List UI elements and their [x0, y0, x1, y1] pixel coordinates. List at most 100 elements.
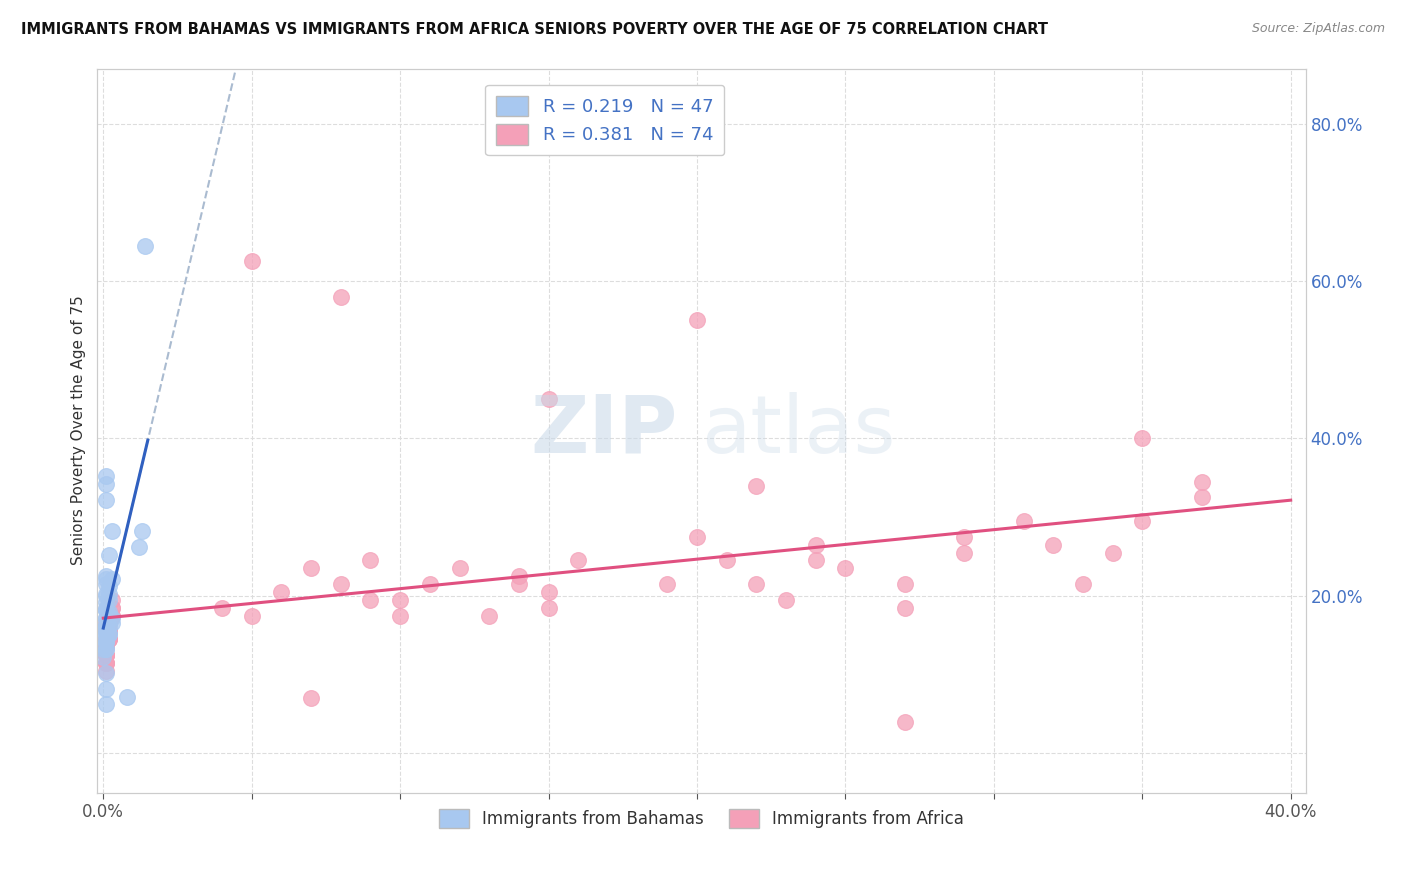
Point	[96, 616, 118, 631]
Point	[96, 642, 118, 657]
Point	[91, 642, 114, 657]
Point	[508, 577, 530, 591]
Point	[91, 624, 114, 639]
Point	[894, 600, 917, 615]
Point	[101, 524, 124, 539]
Point	[96, 595, 118, 609]
Point	[270, 585, 292, 599]
Point	[1130, 432, 1153, 446]
Point	[98, 624, 121, 639]
Point	[953, 530, 976, 544]
Point	[804, 538, 827, 552]
Point	[98, 587, 121, 601]
Point	[686, 313, 709, 327]
Point	[211, 600, 233, 615]
Point	[537, 600, 560, 615]
Point	[98, 548, 121, 562]
Point	[115, 690, 138, 704]
Point	[1012, 514, 1035, 528]
Point	[96, 492, 118, 507]
Point	[98, 619, 121, 633]
Point	[96, 469, 118, 483]
Point	[96, 611, 118, 625]
Point	[98, 608, 121, 623]
Point	[96, 642, 118, 657]
Point	[98, 616, 121, 631]
Point	[101, 616, 124, 631]
Point	[101, 600, 124, 615]
Point	[98, 608, 121, 623]
Point	[96, 619, 118, 633]
Point	[537, 585, 560, 599]
Point	[359, 592, 381, 607]
Text: atlas: atlas	[702, 392, 896, 469]
Point	[96, 640, 118, 654]
Point	[96, 600, 118, 615]
Point	[101, 592, 124, 607]
Point	[98, 608, 121, 623]
Point	[96, 648, 118, 662]
Point	[98, 616, 121, 631]
Point	[128, 540, 150, 554]
Point	[96, 603, 118, 617]
Point	[96, 634, 118, 648]
Text: Source: ZipAtlas.com: Source: ZipAtlas.com	[1251, 22, 1385, 36]
Point	[101, 608, 124, 623]
Point	[96, 572, 118, 586]
Point	[716, 553, 738, 567]
Point	[131, 524, 153, 539]
Point	[96, 698, 118, 712]
Point	[96, 656, 118, 670]
Point	[96, 603, 118, 617]
Point	[329, 577, 352, 591]
Point	[91, 619, 114, 633]
Point	[329, 290, 352, 304]
Point	[894, 577, 917, 591]
Point	[98, 616, 121, 631]
Point	[91, 650, 114, 665]
Point	[98, 605, 121, 619]
Point	[98, 624, 121, 639]
Point	[478, 608, 501, 623]
Point	[96, 619, 118, 633]
Point	[96, 626, 118, 640]
Point	[101, 608, 124, 623]
Point	[419, 577, 441, 591]
Point	[389, 592, 412, 607]
Point	[745, 478, 768, 492]
Text: ZIP: ZIP	[530, 392, 678, 469]
Point	[96, 648, 118, 662]
Point	[953, 545, 976, 559]
Point	[96, 664, 118, 678]
Point	[98, 624, 121, 639]
Point	[240, 608, 263, 623]
Point	[96, 656, 118, 670]
Point	[98, 579, 121, 593]
Point	[96, 648, 118, 662]
Point	[834, 561, 856, 575]
Point	[98, 624, 121, 639]
Legend: Immigrants from Bahamas, Immigrants from Africa: Immigrants from Bahamas, Immigrants from…	[432, 803, 970, 835]
Point	[96, 477, 118, 491]
Point	[101, 611, 124, 625]
Point	[240, 254, 263, 268]
Point	[1071, 577, 1094, 591]
Point	[96, 666, 118, 681]
Point	[96, 587, 118, 601]
Point	[96, 624, 118, 639]
Point	[96, 611, 118, 625]
Point	[96, 632, 118, 647]
Text: IMMIGRANTS FROM BAHAMAS VS IMMIGRANTS FROM AFRICA SENIORS POVERTY OVER THE AGE O: IMMIGRANTS FROM BAHAMAS VS IMMIGRANTS FR…	[21, 22, 1047, 37]
Point	[96, 656, 118, 670]
Point	[894, 714, 917, 729]
Point	[1042, 538, 1064, 552]
Point	[96, 640, 118, 654]
Point	[1191, 475, 1213, 489]
Point	[1101, 545, 1123, 559]
Point	[1191, 491, 1213, 505]
Point	[98, 632, 121, 647]
Point	[775, 592, 797, 607]
Point	[96, 632, 118, 647]
Y-axis label: Seniors Poverty Over the Age of 75: Seniors Poverty Over the Age of 75	[72, 296, 86, 566]
Point	[96, 589, 118, 603]
